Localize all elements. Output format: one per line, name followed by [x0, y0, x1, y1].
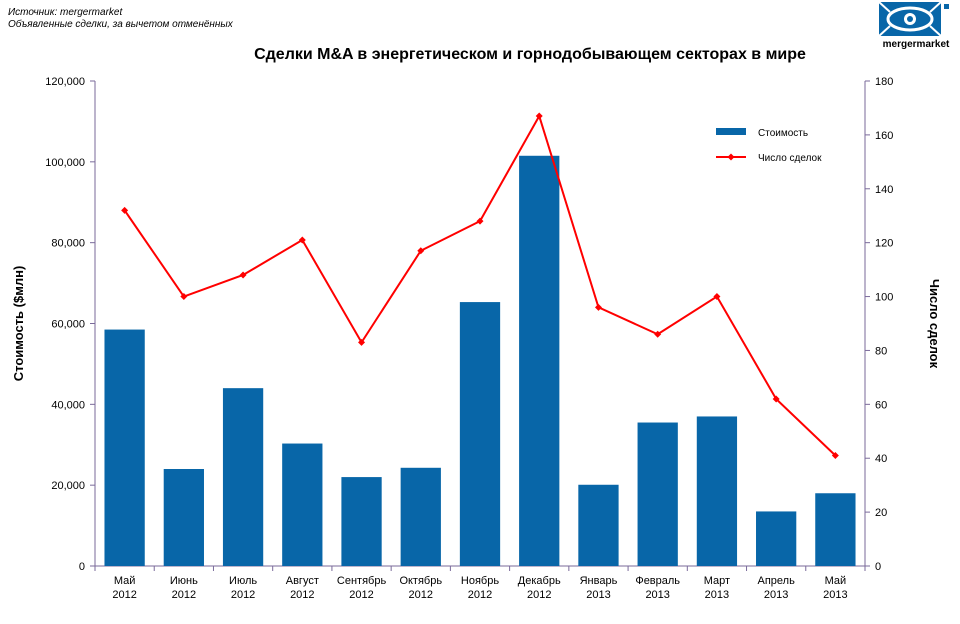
- line-point: [831, 452, 839, 460]
- line-point: [594, 303, 602, 311]
- line-point: [358, 338, 366, 346]
- x-tick-label: Май 2013: [823, 575, 847, 601]
- x-tick-label: Сентябрь 2012: [337, 575, 387, 601]
- x-tick-label: Май 2012: [112, 575, 136, 601]
- y-tick-label-left: 20,000: [51, 480, 85, 492]
- line-point: [180, 293, 188, 301]
- y-tick-label-left: 60,000: [51, 319, 85, 331]
- y-tick-label-right: 0: [875, 561, 881, 573]
- legend-marker-line: [727, 153, 735, 161]
- mergermarket-logo: mergermarket: [876, 1, 956, 52]
- bar: [696, 416, 738, 566]
- legend-label-line: Число сделок: [758, 153, 822, 164]
- y-tick-label-left: 0: [79, 561, 85, 573]
- bar: [578, 484, 619, 566]
- y-tick-label-left: 120,000: [45, 76, 85, 88]
- bar: [163, 469, 204, 566]
- y-tick-label-right: 20: [875, 507, 887, 519]
- y-tick-label-right: 180: [875, 76, 893, 88]
- eye-logo-icon: [878, 1, 949, 37]
- bar: [815, 493, 856, 566]
- source-note: Источник: mergermarket Объявленные сделк…: [8, 7, 233, 31]
- line-point: [239, 271, 247, 279]
- line-point: [654, 330, 662, 338]
- bar: [400, 467, 441, 566]
- x-tick-label: Октябрь 2012: [399, 575, 442, 601]
- line-point: [417, 247, 425, 255]
- line-series: [121, 112, 839, 460]
- x-tick-label: Февраль 2013: [635, 575, 680, 601]
- bar: [459, 302, 501, 566]
- x-tick-label: Ноябрь 2012: [461, 575, 499, 601]
- chart-title: Сделки M&A в энергетическом и горнодобыв…: [254, 46, 806, 63]
- x-tick-label: Август 2012: [286, 575, 319, 601]
- bar: [519, 155, 560, 567]
- x-tick-label: Апрель 2013: [757, 575, 795, 601]
- x-tick-label: Июль 2012: [229, 575, 257, 601]
- y-tick-label-right: 40: [875, 453, 887, 465]
- line-point: [298, 236, 306, 244]
- line-point: [535, 112, 543, 120]
- y-tick-label-right: 160: [875, 130, 893, 142]
- bar-series: [104, 155, 856, 567]
- line-point: [476, 217, 484, 225]
- logo-text: mergermarket: [882, 39, 950, 50]
- y-axis-title-left: Стоимость ($млн): [11, 266, 26, 382]
- line-point: [713, 293, 721, 301]
- y-tick-label-right: 140: [875, 184, 893, 196]
- y-tick-label-left: 40,000: [51, 399, 85, 411]
- source-line-1: Источник: mergermarket: [8, 7, 123, 18]
- legend-label-bar: Стоимость: [758, 128, 808, 139]
- y-tick-label-left: 100,000: [45, 157, 85, 169]
- x-tick-label: Январь 2013: [580, 575, 618, 601]
- source-line-2: Объявленные сделки, за вычетом отменённы…: [8, 19, 233, 30]
- bar: [104, 329, 145, 566]
- legend-swatch-bar: [716, 128, 746, 135]
- y-tick-label-right: 100: [875, 292, 893, 304]
- x-tick-label: Март 2013: [704, 575, 730, 601]
- x-tick-label: Июнь 2012: [170, 575, 198, 601]
- y-tick-label-right: 80: [875, 345, 887, 357]
- axis-labels: Стоимость ($млн) Число сделок: [11, 266, 942, 382]
- line-point: [772, 395, 780, 403]
- line-point: [121, 206, 129, 214]
- x-tick-label: Декабрь 2012: [518, 575, 561, 601]
- bar: [282, 443, 323, 566]
- y-tick-label-left: 80,000: [51, 238, 85, 250]
- y-axis-title-right: Число сделок: [927, 279, 942, 369]
- bar: [637, 422, 678, 566]
- y-tick-label-right: 120: [875, 238, 893, 250]
- y-tick-label-right: 60: [875, 399, 887, 411]
- bar: [222, 388, 264, 566]
- bar: [341, 477, 382, 566]
- bar: [756, 511, 797, 566]
- legend: Стоимость Число сделок: [716, 128, 822, 164]
